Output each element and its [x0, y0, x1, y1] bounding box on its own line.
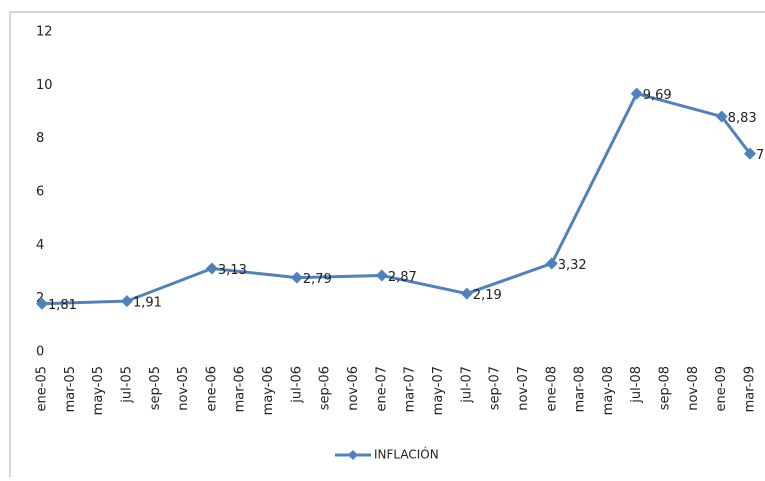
x-tick-label: sep-07 — [488, 366, 503, 410]
data-label: 3,13 — [218, 263, 247, 278]
x-tick-label: ene-08 — [544, 366, 559, 411]
data-label: 3,32 — [558, 258, 587, 273]
x-tick-label: ene-09 — [714, 366, 729, 411]
x-tick-label: may-06 — [261, 366, 276, 415]
x-tick-label: ene-07 — [374, 366, 389, 411]
x-tick-label: sep-05 — [148, 366, 163, 410]
point-marker — [744, 147, 756, 160]
point-marker — [460, 287, 473, 300]
point-marker — [545, 257, 558, 270]
x-tick-label: ene-05 — [35, 366, 50, 411]
legend-label: INFLACIÓN — [374, 447, 439, 462]
x-tick-label: ene-06 — [204, 366, 219, 411]
data-label: 1,81 — [48, 298, 77, 313]
x-tick-label: may-08 — [601, 366, 616, 415]
data-label: 2,79 — [303, 272, 332, 287]
x-tick-label: mar-09 — [743, 366, 758, 412]
point-marker — [290, 271, 303, 284]
data-label: 9,69 — [643, 88, 672, 103]
x-tick-label: jul-08 — [629, 366, 644, 404]
point-marker — [205, 262, 218, 275]
point-marker — [715, 110, 728, 123]
x-tick-label: jul-05 — [119, 366, 134, 404]
x-tick-label: mar-07 — [403, 366, 418, 412]
legend-marker — [348, 450, 358, 460]
x-tick-label: nov-06 — [346, 366, 361, 411]
y-tick-label: 10 — [36, 78, 53, 93]
data-label: 2,87 — [388, 270, 417, 285]
y-tick-label: 8 — [36, 131, 44, 146]
x-tick-label: may-05 — [91, 366, 106, 415]
x-tick-label: sep-06 — [318, 366, 333, 410]
data-label: 2,19 — [473, 288, 502, 303]
y-tick-label: 4 — [36, 238, 44, 253]
y-tick-label: 2 — [36, 291, 44, 306]
x-tick-label: may-07 — [431, 366, 446, 415]
data-label: 7,44 — [756, 148, 765, 163]
data-label: 1,91 — [133, 296, 162, 311]
x-tick-label: mar-06 — [233, 366, 248, 412]
data-label: 8,83 — [728, 111, 757, 126]
chart-frame — [9, 11, 765, 477]
point-marker — [375, 269, 388, 282]
point-marker — [630, 87, 643, 100]
x-tick-label: sep-08 — [658, 366, 673, 410]
point-marker — [120, 295, 133, 308]
series-line — [41, 91, 752, 306]
x-tick-label: mar-05 — [63, 366, 78, 412]
y-tick-label: 6 — [36, 185, 44, 200]
y-tick-label: 0 — [36, 345, 44, 360]
x-tick-label: jul-07 — [459, 366, 474, 404]
x-tick-label: nov-07 — [516, 366, 531, 411]
point-marker — [36, 297, 48, 310]
x-tick-label: nov-05 — [176, 366, 191, 411]
y-tick-label: 12 — [36, 25, 53, 40]
x-tick-label: jul-06 — [289, 366, 304, 404]
x-tick-label: nov-08 — [686, 366, 701, 411]
x-tick-label: mar-08 — [573, 366, 588, 412]
